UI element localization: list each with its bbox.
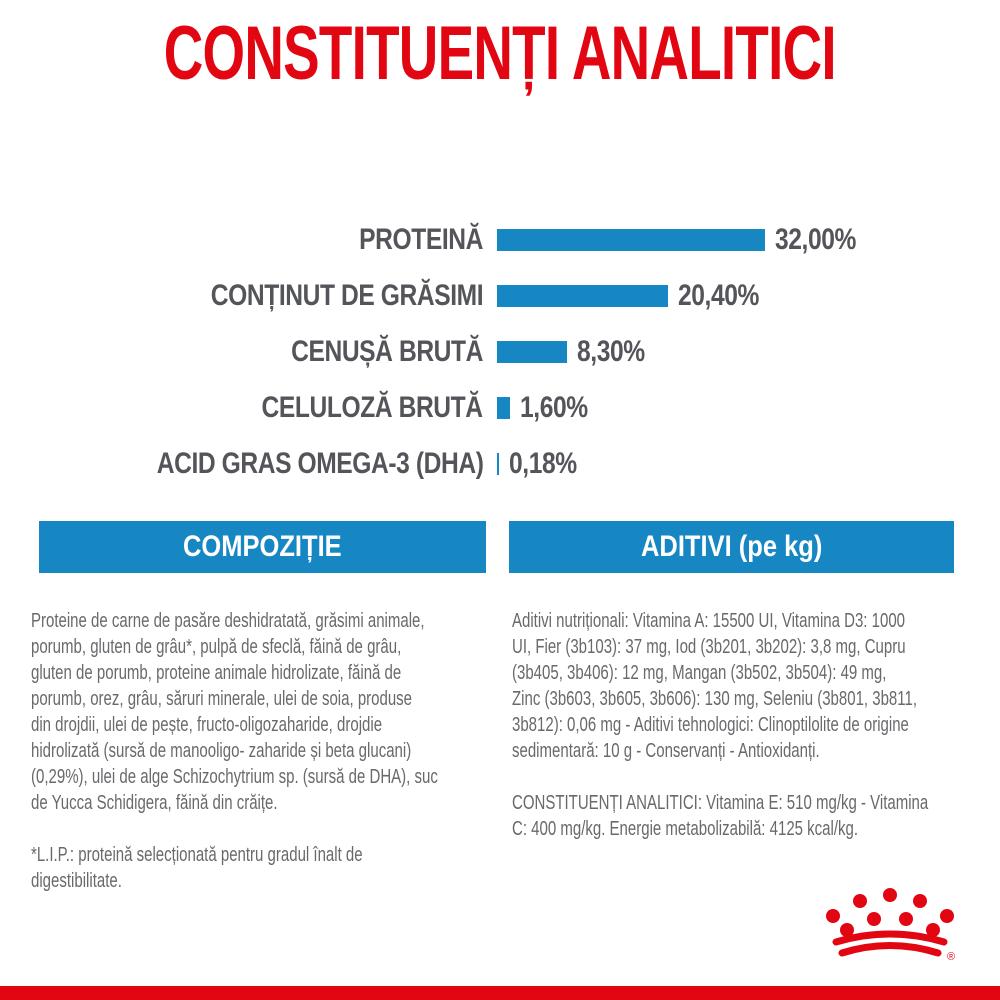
chart-row-label: ACID GRAS OMEGA-3 (DHA) (156, 447, 483, 480)
chart-row-label: PROTEINĂ (359, 223, 483, 256)
additives-header: ADITIVI (pe kg) (509, 521, 954, 573)
additives-paragraph: Aditivi nutriționali: Vitamina A: 15500 … (512, 610, 918, 762)
chart-bar (497, 229, 765, 251)
additives-analytical-note: CONSTITUENȚI ANALITICI: Vitamina E: 510 … (512, 792, 929, 840)
registered-trademark-icon: ® (947, 951, 955, 962)
chart-bar (497, 397, 510, 419)
chart-row: CONȚINUT DE GRĂSIMI 20,40% (0, 279, 1000, 312)
chart-row-label-cell: CENUȘĂ BRUTĂ (0, 335, 483, 369)
chart-row: CELULOZĂ BRUTĂ 1,60% (0, 391, 1000, 424)
chart-row-value: 32,00% (775, 223, 856, 256)
analytical-constituents-chart: PROTEINĂ 32,00% CONȚINUT DE GRĂSIMI 20,40% C… (0, 223, 1000, 509)
chart-bar (497, 453, 499, 475)
chart-row-label-cell: CELULOZĂ BRUTĂ (0, 391, 484, 425)
composition-text: Proteine de carne de pasăre deshidratată… (31, 582, 481, 920)
chart-bar (497, 285, 668, 307)
chart-row-label: CENUȘĂ BRUTĂ (291, 335, 483, 368)
chart-row: CENUȘĂ BRUTĂ 8,30% (0, 335, 1000, 368)
chart-row: PROTEINĂ 32,00% (0, 223, 1000, 256)
royal-canin-crown-icon: ® (826, 888, 955, 962)
additives-text: Aditivi nutriționali: Vitamina A: 15500 … (512, 582, 960, 868)
composition-paragraph: Proteine de carne de pasăre deshidratată… (31, 610, 438, 814)
chart-row-value: 20,40% (678, 279, 759, 312)
page-title-text: CONSTITUENȚI ANALITICI (163, 11, 837, 96)
chart-row-value: 8,30% (577, 335, 645, 368)
chart-row-label-cell: PROTEINĂ (0, 223, 483, 257)
chart-row-label-cell: CONȚINUT DE GRĂSIMI (0, 279, 484, 313)
composition-header-label: COMPOZIȚIE (183, 530, 342, 563)
chart-row-value: 1,60% (520, 391, 588, 424)
additives-header-label: ADITIVI (pe kg) (640, 530, 823, 563)
composition-header: COMPOZIȚIE (39, 521, 486, 573)
chart-row-label: CONȚINUT DE GRĂSIMI (210, 279, 484, 312)
chart-row: ACID GRAS OMEGA-3 (DHA) 0,18% (0, 447, 1000, 480)
footer-brand-strip (0, 986, 1000, 1000)
chart-row-label: CELULOZĂ BRUTĂ (261, 391, 484, 424)
chart-bar (497, 341, 567, 363)
composition-lip-note: *L.I.P.: proteină selecționată pentru gr… (31, 844, 363, 892)
page-title: CONSTITUENȚI ANALITICI (0, 16, 1000, 92)
chart-row-label-cell: ACID GRAS OMEGA-3 (DHA) (0, 447, 483, 481)
chart-row-value: 0,18% (509, 447, 577, 480)
